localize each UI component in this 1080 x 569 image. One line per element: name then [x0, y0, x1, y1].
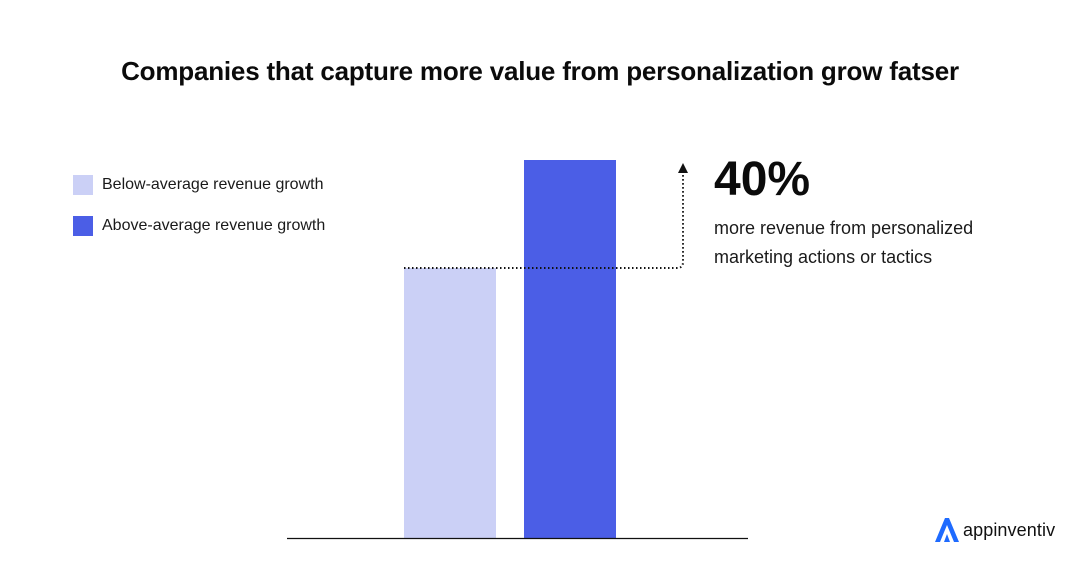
callout-text-line-1: more revenue from personalized: [714, 218, 974, 238]
legend-swatch-above-average: [73, 216, 93, 236]
legend-item-below-average: Below-average revenue growth: [73, 175, 325, 195]
brand: appinventiv: [932, 516, 1055, 544]
bar-above-average: [524, 160, 616, 538]
brand-name: appinventiv: [963, 519, 1056, 540]
callout-text-line-2: marketing actions or tactics: [714, 247, 933, 267]
legend-item-above-average: Above-average revenue growth: [73, 216, 325, 236]
legend-swatch-below-average: [73, 175, 93, 195]
arrowhead-up-icon: [678, 163, 688, 173]
callout: 40% more revenue from personalized marke…: [714, 152, 1044, 272]
bar-below-average: [404, 268, 496, 538]
legend-label-above-average: Above-average revenue growth: [102, 217, 326, 234]
appinventiv-logo-icon: [935, 518, 959, 542]
callout-value: 40%: [714, 153, 811, 206]
delta-dotted-connector: [404, 172, 684, 269]
legend-label-below-average: Below-average revenue growth: [102, 176, 324, 193]
legend: Below-average revenue growth Above-avera…: [73, 175, 325, 257]
chart-title: Companies that capture more value from p…: [121, 56, 959, 86]
callout-text: more revenue from personalized marketing…: [714, 214, 1044, 272]
bars-group: [404, 160, 616, 538]
